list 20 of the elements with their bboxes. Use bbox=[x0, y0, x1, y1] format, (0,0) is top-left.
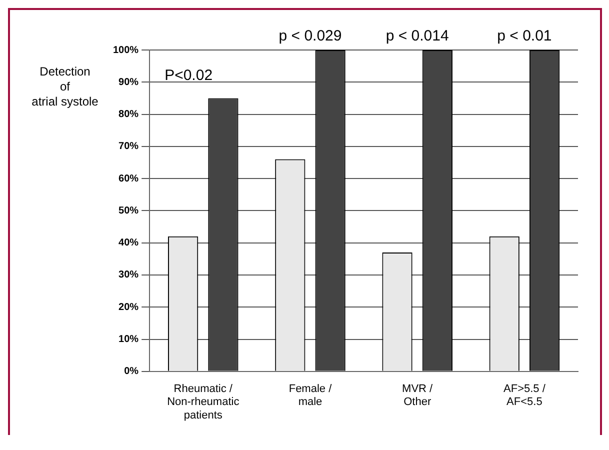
text: p < 0.01 bbox=[497, 28, 552, 45]
y-tick-label: 70% bbox=[118, 141, 139, 152]
x-tick-label: AF>5.5 / AF<5.5 bbox=[504, 383, 546, 408]
x-tick-label: MVR / Other bbox=[402, 383, 434, 408]
y-tick-label: 30% bbox=[118, 270, 139, 281]
y-tick-label: 80% bbox=[118, 109, 139, 120]
y-tick-label: 0% bbox=[124, 366, 139, 378]
text: p < 0.014 bbox=[386, 28, 449, 45]
y-tick-label: 90% bbox=[118, 76, 139, 88]
y-tick-label: 40% bbox=[118, 238, 139, 249]
y-tick-label: 20% bbox=[118, 302, 139, 313]
y-axis-title: Detection of atrial systole bbox=[32, 64, 99, 108]
y-tick-label: 60% bbox=[118, 173, 139, 184]
x-tick-label: Rheumatic / Non-rheumatic patients bbox=[167, 383, 240, 422]
y-tick-label: 10% bbox=[118, 334, 139, 346]
y-tick-label: 100% bbox=[113, 44, 139, 56]
x-tick-label: Female / male bbox=[288, 383, 333, 408]
text: p < 0.029 bbox=[278, 28, 342, 45]
annotation: P<0.02 bbox=[164, 67, 213, 84]
y-tick-label: 50% bbox=[118, 205, 139, 216]
